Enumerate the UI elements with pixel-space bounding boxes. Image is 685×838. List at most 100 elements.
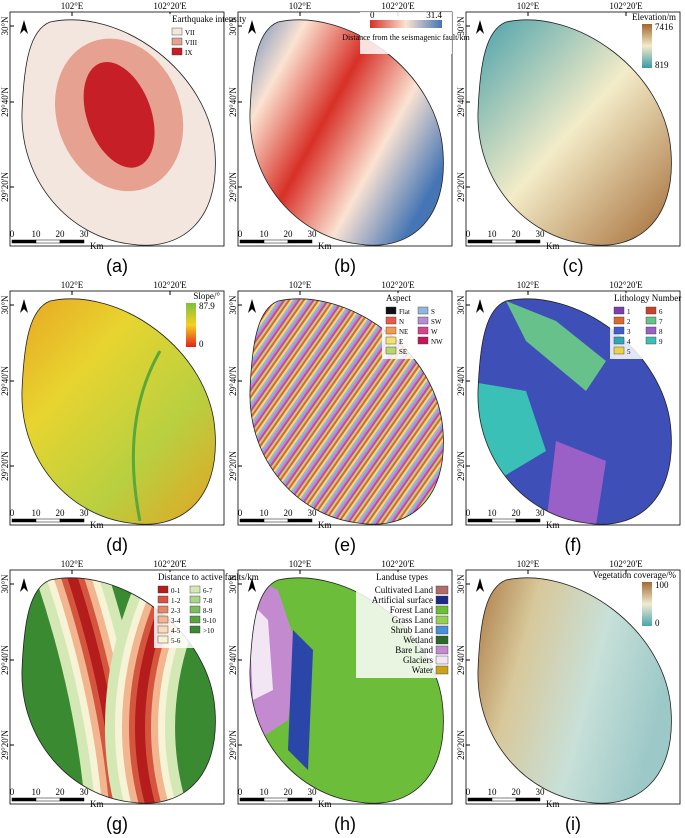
legend-gradient bbox=[642, 24, 652, 68]
legend-label: 7-8 bbox=[203, 597, 213, 605]
legend-title: Slope/° bbox=[193, 291, 220, 301]
legend-swatch bbox=[171, 27, 183, 36]
legend-label: VII bbox=[185, 29, 195, 37]
scale-bar-segment bbox=[263, 518, 289, 523]
north-arrow bbox=[248, 20, 256, 34]
legend-swatch bbox=[189, 585, 201, 594]
scale-bar-segment bbox=[11, 518, 37, 523]
legend-label: 7 bbox=[659, 318, 663, 326]
y-coordinate: 29°20'N bbox=[456, 172, 466, 202]
scale-bar-segment bbox=[35, 797, 61, 802]
x-coordinate: 102°E bbox=[289, 559, 312, 569]
legend-label: 5 bbox=[627, 348, 631, 356]
y-coordinate: 29°40'N bbox=[456, 645, 466, 675]
map-frame bbox=[237, 11, 453, 247]
legend-swatch bbox=[613, 336, 625, 345]
x-coordinate: 102°20'E bbox=[153, 1, 187, 11]
scale-bar-segment bbox=[467, 239, 493, 244]
scale-bar-segment bbox=[263, 239, 289, 244]
north-arrow bbox=[248, 578, 256, 592]
legend-swatch bbox=[417, 326, 429, 335]
legend-gradient bbox=[186, 303, 196, 347]
legend-label: E bbox=[399, 338, 403, 346]
x-coordinate: 102°20'E bbox=[381, 559, 415, 569]
map-panel: 102°E 102°20'E 30°N 29°40'N 29°20'N 0 10 20 30Km… bbox=[228, 1, 471, 276]
y-coordinate: 30°N bbox=[456, 295, 466, 315]
legend-max: 31.4 bbox=[426, 10, 442, 20]
y-coordinate: 29°20'N bbox=[456, 730, 466, 760]
legend-max: 87.9 bbox=[199, 301, 215, 311]
scale-bar-segment bbox=[287, 518, 313, 523]
zone-ix bbox=[83, 62, 155, 168]
x-coordinate: 102°20'E bbox=[609, 280, 643, 290]
panel-label: (c) bbox=[563, 256, 584, 276]
scale-bar-segment bbox=[467, 797, 493, 802]
legend-swatch bbox=[613, 316, 625, 325]
legend-label: Wetland bbox=[403, 635, 433, 645]
y-coordinate: 29°40'N bbox=[0, 87, 10, 117]
north-arrow bbox=[476, 578, 484, 592]
legend-swatch bbox=[189, 615, 201, 624]
scale-label: 20 bbox=[512, 787, 522, 797]
scale-label: 0 bbox=[238, 787, 243, 797]
scale-bar-segment bbox=[239, 797, 265, 802]
map-frame bbox=[465, 11, 681, 247]
scale-bar-segment bbox=[515, 797, 541, 802]
panel-label: (b) bbox=[334, 256, 356, 276]
legend-swatch bbox=[157, 595, 169, 604]
map-panel: 102°E 102°20'E 30°N 29°40'N 29°20'N 0 10 20 30Km… bbox=[228, 280, 453, 555]
map-outline bbox=[477, 577, 672, 804]
scale-unit: Km bbox=[546, 799, 560, 809]
legend-label: Shrub Land bbox=[391, 625, 434, 635]
y-coordinate: 29°20'N bbox=[456, 451, 466, 481]
scale-unit: Km bbox=[318, 799, 332, 809]
scale-label: 10 bbox=[32, 508, 42, 518]
legend-swatch bbox=[435, 595, 449, 605]
x-coordinate: 102°20'E bbox=[609, 1, 643, 11]
legend-swatch bbox=[613, 326, 625, 335]
legend-label: 3-4 bbox=[171, 617, 181, 625]
legend-swatch bbox=[189, 605, 201, 614]
scale-bar-segment bbox=[239, 239, 265, 244]
legend-swatch bbox=[417, 316, 429, 325]
legend-gradient bbox=[642, 582, 652, 626]
x-coordinate: 102°E bbox=[517, 280, 540, 290]
y-coordinate: 30°N bbox=[0, 16, 10, 36]
legend-label: 6-7 bbox=[203, 587, 213, 595]
legend-title: Landuse types bbox=[376, 572, 428, 582]
scale-label: 20 bbox=[284, 508, 294, 518]
legend-label: NW bbox=[431, 338, 443, 346]
scale-label: 10 bbox=[260, 787, 270, 797]
y-coordinate: 29°40'N bbox=[456, 87, 466, 117]
north-arrow bbox=[476, 20, 484, 34]
panel-label: (a) bbox=[106, 256, 128, 276]
legend-label: Flat bbox=[399, 308, 410, 316]
legend-title: Aspect bbox=[386, 293, 411, 303]
legend-label: Bare Land bbox=[395, 645, 433, 655]
y-coordinate: 30°N bbox=[228, 295, 238, 315]
scale-unit: Km bbox=[90, 241, 104, 251]
y-coordinate: 29°40'N bbox=[228, 366, 238, 396]
north-arrow bbox=[248, 299, 256, 313]
legend-swatch bbox=[435, 615, 449, 625]
scale-bar-segment bbox=[35, 239, 61, 244]
legend-swatch bbox=[157, 615, 169, 624]
x-coordinate: 102°20'E bbox=[153, 559, 187, 569]
legend-label: Cultivated Land bbox=[375, 585, 434, 595]
legend-swatch bbox=[157, 605, 169, 614]
legend-max: 7416 bbox=[655, 22, 674, 32]
scale-label: 10 bbox=[488, 229, 498, 239]
y-coordinate: 29°40'N bbox=[228, 645, 238, 675]
legend-swatch bbox=[435, 585, 449, 595]
legend-min: 0 bbox=[370, 10, 375, 20]
legend-label: VIII bbox=[185, 39, 198, 47]
legend-label: 8 bbox=[659, 328, 663, 336]
scale-label: 30 bbox=[80, 787, 90, 797]
legend-swatch bbox=[645, 316, 657, 325]
scale-label: 20 bbox=[284, 229, 294, 239]
scale-unit: Km bbox=[546, 520, 560, 530]
scale-bar-segment bbox=[263, 797, 289, 802]
scale-label: 0 bbox=[10, 229, 15, 239]
x-coordinate: 102°20'E bbox=[381, 280, 415, 290]
